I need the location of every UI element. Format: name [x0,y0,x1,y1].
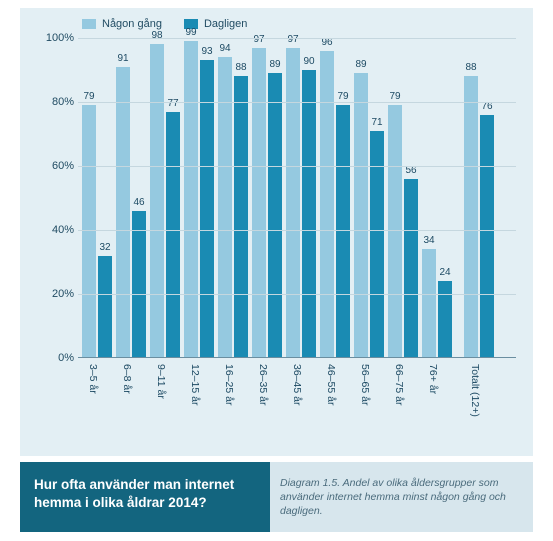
x-category-label: 66–75 år [393,364,405,405]
bar-dagligen: 24 [438,281,452,358]
chart-title: Hur ofta använder man internet hemma i o… [20,462,270,532]
bar-dagligen: 56 [404,179,418,358]
y-tick-label: 60% [38,160,74,172]
legend-label-dag: Dagligen [204,18,247,30]
bar-value-label: 99 [181,27,201,38]
bar-nagon-gang: 79 [388,105,402,358]
bar-value-label: 89 [265,59,285,70]
bar-value-label: 97 [249,34,269,45]
bar-value-label: 79 [333,91,353,102]
bar-value-label: 79 [385,91,405,102]
bar-dagligen: 79 [336,105,350,358]
bar-nagon-gang: 88 [464,76,478,358]
bar-value-label: 24 [435,267,455,278]
x-category-label: 76+ år [427,364,439,394]
bar-value-label: 71 [367,117,387,128]
footer: Hur ofta använder man internet hemma i o… [20,462,533,532]
legend-swatch-nagon [82,19,96,29]
legend-label-nagon: Någon gång [102,18,162,30]
bar-value-label: 90 [299,56,319,67]
x-category-label: 56–65 år [359,364,371,405]
bar-value-label: 79 [79,91,99,102]
chart-panel: Någon gång Dagligen 79329146987799939488… [20,8,533,456]
x-category-label: 9–11 år [155,364,167,399]
bar-value-label: 77 [163,98,183,109]
gridline [78,294,516,295]
bar-value-label: 89 [351,59,371,70]
y-tick-label: 20% [38,288,74,300]
bar-dagligen: 76 [480,115,494,358]
x-category-label: 26–35 år [257,364,269,405]
bar-value-label: 98 [147,30,167,41]
y-tick-label: 0% [38,352,74,364]
plot-area: 7932914698779993948897899790967989717956… [78,38,516,358]
x-category-label: 36–45 år [291,364,303,405]
bar-value-label: 34 [419,235,439,246]
gridline [78,102,516,103]
gridline [78,166,516,167]
bar-nagon-gang: 97 [286,48,300,358]
bar-value-label: 97 [283,34,303,45]
legend: Någon gång Dagligen [82,18,247,30]
y-tick-label: 40% [38,224,74,236]
y-tick-label: 100% [38,32,74,44]
x-category-label: Totalt (12+) [469,364,481,417]
bar-value-label: 46 [129,197,149,208]
x-category-label: 3–5 år [87,364,99,394]
bar-value-label: 93 [197,46,217,57]
bar-dagligen: 90 [302,70,316,358]
x-category-label: 46–55 år [325,364,337,405]
gridline [78,230,516,231]
bars-container: 7932914698779993948897899790967989717956… [78,38,516,358]
bar-value-label: 94 [215,43,235,54]
gridline [78,38,516,39]
bar-value-label: 91 [113,53,133,64]
bar-value-label: 88 [231,62,251,73]
bar-nagon-gang: 89 [354,73,368,358]
bar-nagon-gang: 99 [184,41,198,358]
bar-dagligen: 93 [200,60,214,358]
x-category-label: 6–8 år [121,364,133,394]
bar-nagon-gang: 34 [422,249,436,358]
bar-nagon-gang: 97 [252,48,266,358]
x-category-label: 12–15 år [189,364,201,405]
bar-dagligen: 77 [166,112,180,358]
y-tick-label: 80% [38,96,74,108]
bar-dagligen: 32 [98,256,112,358]
x-category-label: 16–25 år [223,364,235,405]
bar-dagligen: 89 [268,73,282,358]
bar-nagon-gang: 96 [320,51,334,358]
x-axis-baseline [78,357,516,358]
bar-dagligen: 46 [132,211,146,358]
bar-nagon-gang: 91 [116,67,130,358]
bar-value-label: 88 [461,62,481,73]
bar-dagligen: 88 [234,76,248,358]
chart-caption: Diagram 1.5. Andel av olika åldersgruppe… [270,462,533,532]
bar-value-label: 32 [95,242,115,253]
bar-nagon-gang: 98 [150,44,164,358]
bar-dagligen: 71 [370,131,384,358]
bar-nagon-gang: 79 [82,105,96,358]
